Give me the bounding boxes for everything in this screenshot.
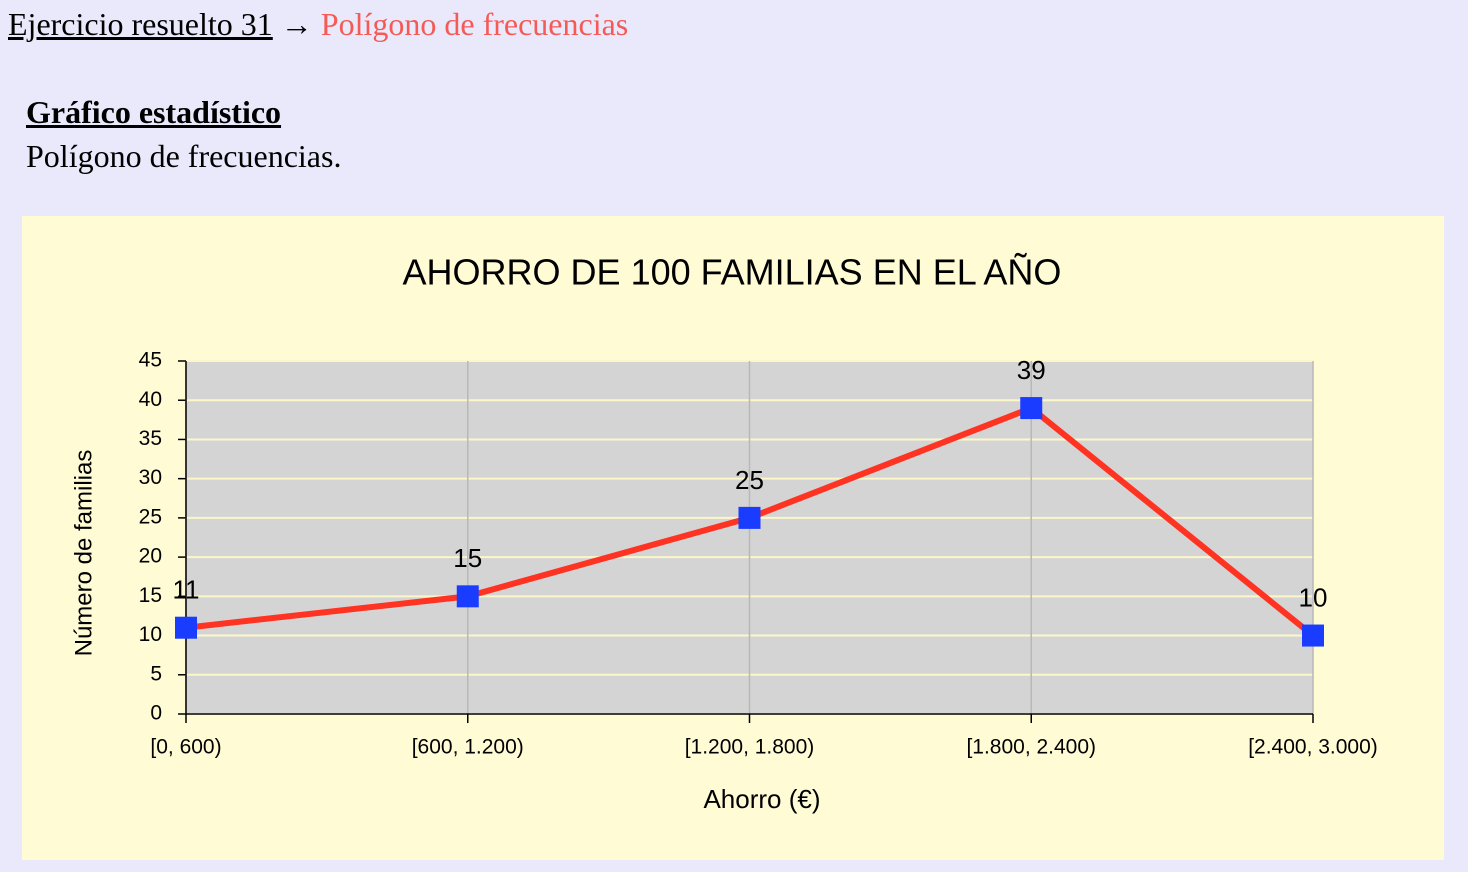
x-tick-label: [2.400, 3.000) <box>1248 736 1378 759</box>
y-tick-label: 20 <box>139 545 162 568</box>
y-tick-label: 35 <box>139 427 162 450</box>
data-label: 25 <box>735 465 764 495</box>
x-axis-label: Ahorro (€) <box>703 784 820 814</box>
data-label: 11 <box>173 575 200 605</box>
header: Ejercicio resuelto 31 → Polígono de frec… <box>8 6 628 43</box>
y-tick-label: 30 <box>139 466 162 489</box>
y-tick-label: 15 <box>139 584 162 607</box>
data-label: 15 <box>453 543 482 573</box>
section-text: Polígono de frecuencias. <box>26 138 342 174</box>
x-tick-label: [600, 1.200) <box>412 736 524 759</box>
y-tick-label: 40 <box>139 388 162 411</box>
y-tick-label: 45 <box>139 349 162 372</box>
data-point <box>1020 397 1043 420</box>
y-tick-label: 25 <box>139 505 162 528</box>
y-tick-label: 0 <box>150 702 162 725</box>
breadcrumb-link[interactable]: Ejercicio resuelto 31 <box>8 6 273 42</box>
section: Gráfico estadístico Polígono de frecuenci… <box>26 90 341 178</box>
chart-title: AHORRO DE 100 FAMILIAS EN EL AÑO <box>403 252 1062 293</box>
y-tick-label: 10 <box>139 623 162 646</box>
section-title: Gráfico estadístico <box>26 94 282 130</box>
y-axis-label: Número de familias <box>70 450 97 657</box>
arrow: → <box>280 6 313 42</box>
data-point <box>738 506 761 529</box>
x-tick-label: [0, 600) <box>150 736 221 759</box>
x-tick-label: [1.200, 1.800) <box>685 736 815 759</box>
data-label: 39 <box>1017 355 1046 385</box>
x-tick-label: [1.800, 2.400) <box>966 736 1096 759</box>
current-page: Polígono de frecuencias <box>320 6 629 42</box>
data-point <box>175 616 197 639</box>
y-tick-label: 5 <box>150 662 162 685</box>
data-label: 10 <box>1299 582 1328 612</box>
data-point <box>456 585 479 608</box>
data-point <box>1302 624 1324 647</box>
